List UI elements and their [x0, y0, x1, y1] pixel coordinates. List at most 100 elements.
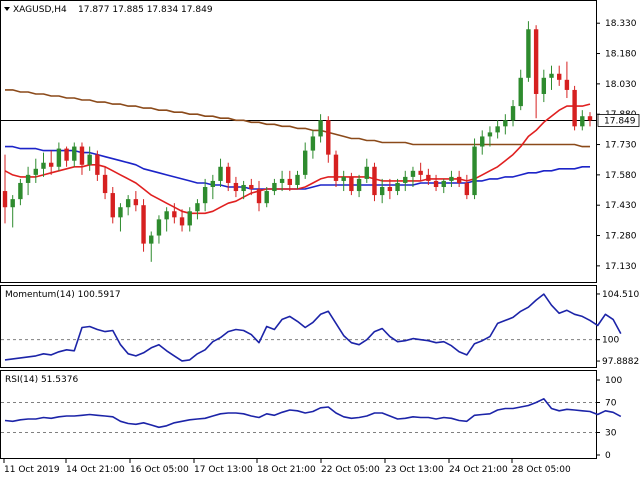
candle-body [541, 77, 547, 94]
candle-body [179, 217, 185, 226]
chart-symbol: XAGUSD,H4 [13, 5, 67, 15]
candle-body [318, 120, 323, 137]
candle-body [149, 235, 154, 244]
time-tick-label: 28 Oct 05:00 [512, 465, 571, 475]
candle-body [2, 191, 8, 208]
momentum-panel: 104.5105 100 97.8882 [1, 290, 640, 367]
time-tick-label: 11 Oct 2019 [4, 465, 60, 475]
candle-body [518, 77, 523, 107]
rsi-panel-frame [0, 370, 597, 459]
time-tick-label: 14 Oct 21:00 [66, 465, 125, 475]
candle-body [510, 106, 516, 121]
rsi-tick-label: 0 [605, 451, 611, 461]
candle-body [133, 199, 139, 206]
candle-body [364, 166, 369, 179]
candle-body [403, 176, 408, 183]
candle-body [326, 120, 331, 155]
candle-body [218, 166, 223, 181]
time-tick-label: 22 Oct 05:00 [321, 465, 380, 475]
candle-body [426, 174, 431, 181]
momentum-header: Momentum(14) 100.5917 [5, 290, 121, 300]
candle-body [25, 174, 31, 183]
chart-ohlc: 17.877 17.885 17.834 17.849 [78, 5, 213, 15]
candle-body [48, 162, 54, 167]
candle-body [387, 187, 393, 192]
candle-body [349, 176, 354, 192]
candle-body [233, 182, 239, 192]
sma-slow-line [5, 89, 590, 148]
momentum-panel-frame [0, 285, 597, 368]
candle-body [333, 154, 339, 181]
candle-body [110, 193, 115, 218]
candle-body [310, 136, 316, 151]
candle-body [433, 180, 439, 187]
candle-body [241, 184, 246, 192]
candle-body [95, 154, 100, 175]
candle-body [410, 170, 416, 177]
candle-body [587, 116, 593, 121]
candle-body [156, 219, 162, 236]
price-tick-label: 17.130 [605, 262, 637, 272]
momentum-tick-label: 100 [602, 336, 619, 346]
candle-body [226, 166, 231, 183]
candle-body [10, 199, 15, 208]
candle-body [472, 146, 477, 196]
rsi-header: RSI(14) 51.5376 [5, 375, 78, 385]
candle-body [272, 182, 277, 192]
candle-body [141, 205, 146, 244]
price-tick-label: 17.730 [605, 141, 637, 151]
candle-body [564, 79, 570, 90]
candle-body [256, 189, 262, 204]
candle-body [549, 73, 554, 78]
candle-body [187, 211, 192, 226]
current-price-tag [597, 114, 640, 127]
candle-body [202, 187, 208, 204]
time-tick-label: 16 Oct 05:00 [130, 465, 189, 475]
candle-body [87, 154, 92, 165]
candle-body [118, 207, 123, 218]
chart-menu-triangle-icon[interactable] [4, 7, 10, 11]
candle-body [41, 162, 46, 169]
candle-body [302, 150, 308, 175]
candle-body [533, 29, 539, 94]
rsi-panel: 100 70 30 0 [1, 376, 622, 461]
price-tick-label: 18.330 [605, 19, 637, 29]
candle-body [526, 29, 531, 78]
candle-body [18, 182, 23, 200]
time-tick-label: 24 Oct 21:00 [449, 465, 508, 475]
candle-body [164, 211, 169, 220]
candle-body [418, 170, 423, 175]
price-tick-label: 17.280 [605, 232, 637, 242]
momentum-line [4, 293, 622, 362]
candle-body [264, 191, 269, 204]
rsi-tick-label: 70 [605, 399, 617, 409]
candle-body [64, 148, 69, 161]
candle-body [72, 146, 77, 161]
rsi-line [4, 397, 622, 429]
time-axis: 11 Oct 2019 14 Oct 21:00 16 Oct 05:00 17 Oc… [3, 459, 571, 475]
price-panel-frame [0, 0, 597, 283]
candle-body [287, 178, 293, 185]
candle-body [456, 176, 462, 183]
candle-body [379, 187, 385, 196]
candle-body [503, 120, 508, 127]
candle-body [341, 176, 346, 181]
candle-body [395, 182, 400, 192]
candle-body [356, 178, 362, 192]
time-tick-label: 23 Oct 13:00 [385, 465, 444, 475]
rsi-tick-label: 100 [605, 376, 622, 386]
price-tick-label: 18.180 [605, 50, 637, 60]
candle-body [125, 199, 131, 208]
candle-body [449, 176, 454, 181]
candle-body [441, 180, 446, 187]
candle-body [56, 148, 62, 167]
candle-body [295, 174, 300, 185]
candle-body [495, 126, 500, 133]
candle-body [557, 73, 562, 80]
candle-body [572, 89, 577, 127]
price-tick-label: 17.580 [605, 171, 637, 181]
candle-body [249, 184, 254, 190]
candle-body [79, 146, 85, 165]
